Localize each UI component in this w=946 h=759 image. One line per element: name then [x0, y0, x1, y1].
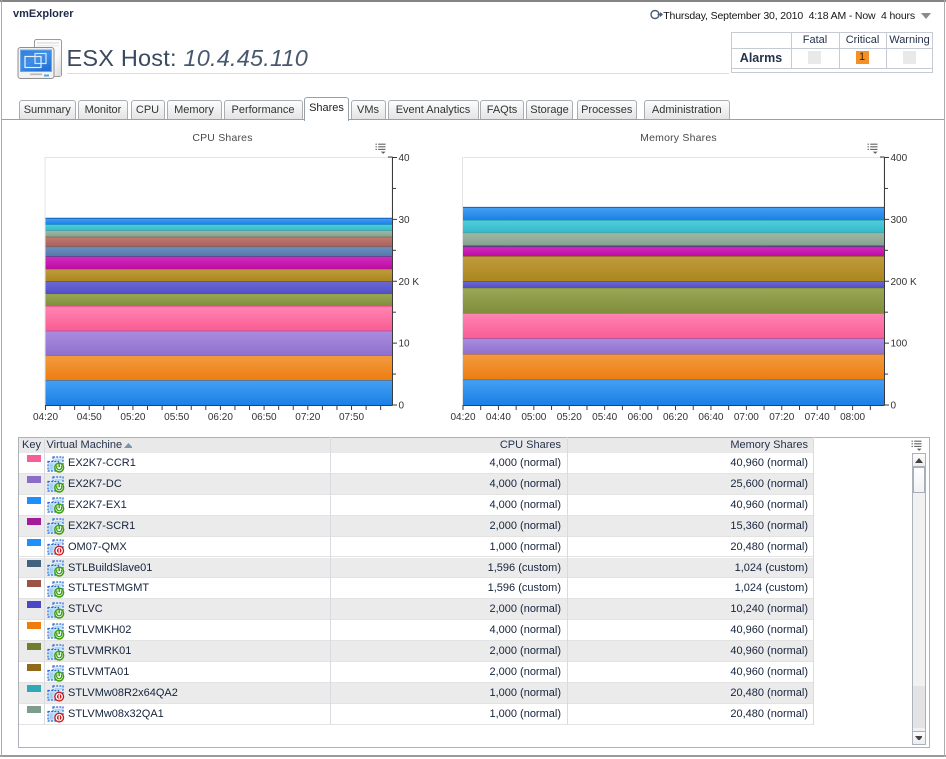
- svg-text:08:00: 08:00: [840, 412, 865, 423]
- svg-text:06:00: 06:00: [628, 412, 653, 423]
- svg-text:100: 100: [891, 339, 908, 350]
- svg-text:05:20: 05:20: [557, 412, 582, 423]
- svg-text:07:50: 07:50: [339, 412, 364, 423]
- svg-text:07:20: 07:20: [769, 412, 794, 423]
- svg-text:40: 40: [399, 153, 411, 164]
- svg-text:05:50: 05:50: [164, 412, 189, 423]
- svg-text:20 K: 20 K: [399, 277, 420, 288]
- svg-text:06:40: 06:40: [698, 412, 723, 423]
- svg-text:200 K: 200 K: [891, 277, 917, 288]
- svg-text:06:50: 06:50: [252, 412, 277, 423]
- svg-text:400: 400: [891, 153, 908, 164]
- svg-text:0: 0: [891, 401, 897, 412]
- svg-text:30: 30: [399, 215, 411, 226]
- svg-text:0: 0: [399, 401, 405, 412]
- svg-text:04:20: 04:20: [450, 412, 475, 423]
- svg-text:10: 10: [399, 339, 411, 350]
- svg-text:04:40: 04:40: [486, 412, 511, 423]
- svg-text:07:40: 07:40: [805, 412, 830, 423]
- svg-text:04:20: 04:20: [33, 412, 58, 423]
- svg-text:07:20: 07:20: [295, 412, 320, 423]
- svg-text:06:20: 06:20: [208, 412, 233, 423]
- svg-text:04:50: 04:50: [77, 412, 102, 423]
- svg-text:05:40: 05:40: [592, 412, 617, 423]
- svg-text:06:20: 06:20: [663, 412, 688, 423]
- svg-text:05:20: 05:20: [120, 412, 145, 423]
- svg-text:05:00: 05:00: [521, 412, 546, 423]
- svg-text:07:00: 07:00: [734, 412, 759, 423]
- svg-text:300: 300: [891, 215, 908, 226]
